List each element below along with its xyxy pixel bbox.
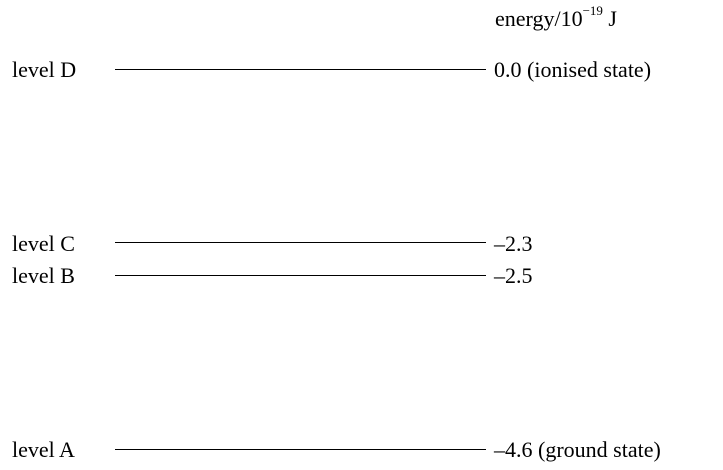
level-d-energy: 0.0 — [494, 57, 522, 82]
level-c-energy: –2.3 — [494, 231, 533, 256]
level-b-value: –2.5 — [494, 265, 533, 287]
level-d-line — [115, 69, 486, 70]
energy-quantity: energy/10 — [495, 6, 583, 31]
level-a-line — [115, 449, 486, 450]
level-a-energy: –4.6 — [494, 437, 533, 462]
level-a-note: (ground state) — [532, 437, 661, 462]
level-c-label: level C — [12, 231, 75, 256]
level-b-label: level B — [12, 263, 75, 288]
level-b-line — [115, 275, 486, 276]
level-c-value: –2.3 — [494, 233, 533, 255]
level-d-value: 0.0 (ionised state) — [494, 59, 651, 81]
level-d-label: level D — [12, 57, 77, 82]
energy-exponent: −19 — [582, 2, 603, 18]
level-d-note: (ionised state) — [521, 57, 652, 82]
level-a-label: level A — [12, 437, 75, 462]
level-a-value: –4.6 (ground state) — [494, 439, 661, 461]
energy-unit: J — [602, 6, 617, 31]
energy-unit-heading: energy/10−19 J — [495, 4, 617, 31]
level-c-line — [115, 242, 486, 243]
level-b-energy: –2.5 — [494, 263, 533, 288]
